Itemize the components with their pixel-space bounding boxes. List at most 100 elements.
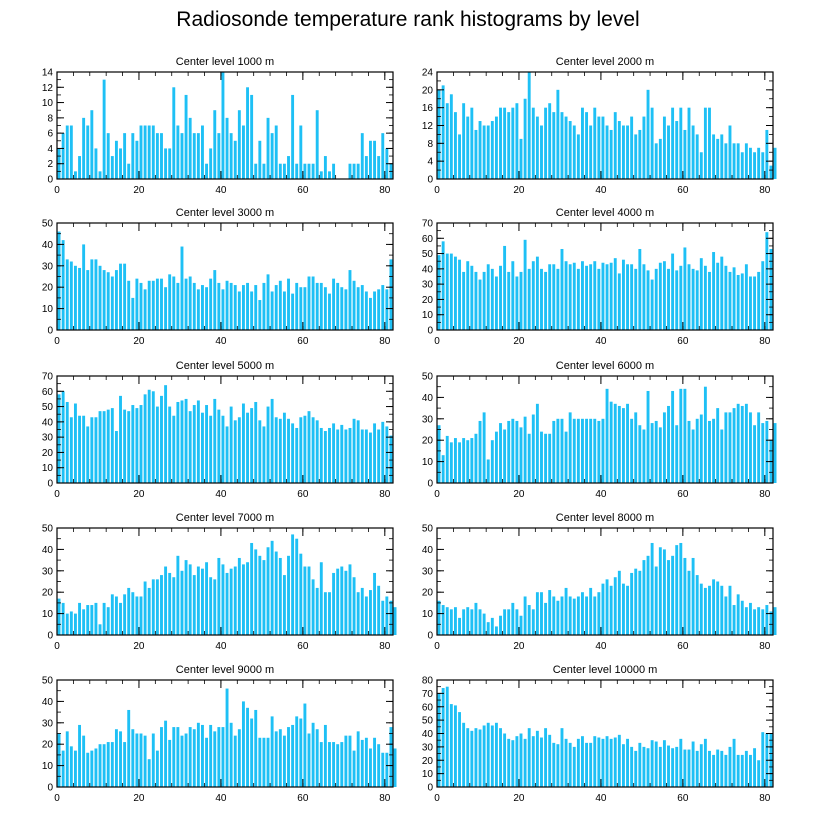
histogram-bar	[106, 742, 110, 787]
histogram-bar	[139, 596, 143, 635]
histogram-bar	[597, 116, 601, 179]
histogram-bar	[453, 607, 457, 635]
histogram-bar	[311, 579, 315, 635]
histogram-bar	[703, 386, 707, 483]
histogram-bar	[441, 688, 445, 787]
histogram-bar	[724, 412, 728, 483]
histogram-bar	[237, 557, 241, 635]
histogram-bar	[634, 412, 638, 483]
histogram-bar	[511, 107, 515, 179]
histogram-bar	[57, 733, 61, 787]
histogram-bar	[278, 557, 282, 635]
histogram-bar	[449, 704, 453, 787]
y-tick-label: 20	[42, 588, 54, 599]
histogram-bar	[535, 730, 539, 787]
histogram-bar	[151, 391, 155, 483]
histogram-bar	[458, 134, 461, 179]
histogram-bar	[323, 724, 327, 787]
histogram-bar	[90, 259, 94, 330]
histogram-bar	[703, 107, 707, 179]
histogram-bar	[523, 416, 527, 483]
y-tick-label: 10	[42, 761, 54, 772]
histogram-bar	[229, 282, 233, 330]
histogram-bar	[638, 742, 642, 787]
histogram-bar	[687, 264, 691, 330]
histogram-bar	[233, 735, 237, 787]
x-tick-label: 0	[434, 793, 440, 804]
histogram-bar	[679, 738, 683, 787]
histogram-bar	[626, 264, 629, 330]
histogram-bar	[323, 287, 327, 330]
histogram-bar	[225, 688, 229, 787]
histogram-bar	[732, 267, 736, 330]
histogram-bar	[650, 542, 654, 635]
histogram-bar	[274, 285, 278, 330]
histogram-bar	[585, 265, 589, 330]
histogram-bar	[626, 403, 629, 483]
x-tick-label: 60	[677, 489, 689, 500]
histogram-bar	[605, 579, 609, 635]
histogram-bar	[499, 728, 502, 787]
y-tick-label: 30	[42, 261, 54, 272]
histogram-bar	[205, 405, 209, 483]
y-tick-label: 60	[42, 387, 54, 398]
histogram-bar	[597, 592, 601, 635]
histogram-bar	[519, 271, 523, 330]
histogram-bar	[201, 285, 204, 330]
histogram-bar	[556, 418, 560, 483]
histogram-bar	[344, 570, 348, 635]
histogram-bar	[564, 431, 568, 483]
y-tick-label: 40	[42, 545, 54, 556]
histogram-bar	[646, 89, 650, 179]
histogram-bar	[703, 587, 707, 635]
x-tick-label: 60	[297, 336, 309, 347]
histogram-bar	[568, 596, 572, 635]
histogram-bar	[564, 738, 568, 787]
histogram-bar	[621, 259, 625, 330]
histogram-bar	[650, 423, 654, 483]
histogram-bar	[523, 738, 527, 787]
histogram-bar	[503, 245, 507, 330]
histogram-bar	[78, 156, 81, 179]
histogram-bar	[527, 728, 531, 787]
x-tick-label: 80	[759, 336, 771, 347]
histogram-bar	[94, 602, 98, 635]
histogram-bar	[266, 117, 270, 179]
histogram-bar	[184, 278, 188, 330]
y-tick-label: 10	[42, 609, 54, 620]
histogram-bar	[601, 418, 605, 483]
y-tick-label: 30	[422, 566, 434, 577]
histogram-bar	[728, 271, 732, 330]
histogram-bar	[135, 408, 139, 483]
histogram-bar	[389, 259, 393, 330]
panel-title: Center level 2000 m	[556, 56, 654, 68]
y-tick-label: 10	[42, 304, 54, 315]
histogram-bar	[646, 270, 650, 330]
histogram-bar	[160, 575, 163, 635]
histogram-bar	[494, 626, 498, 635]
histogram-bar	[291, 293, 295, 330]
histogram-bar	[237, 729, 241, 787]
y-tick-label: 50	[422, 716, 434, 727]
histogram-bar	[389, 435, 393, 483]
histogram-bar	[773, 423, 777, 483]
histogram-bar	[57, 394, 61, 483]
histogram-bar	[151, 579, 155, 635]
histogram-bar	[556, 268, 560, 330]
histogram-bar	[617, 405, 621, 483]
histogram-bar	[642, 746, 646, 788]
x-tick-label: 80	[759, 185, 771, 196]
histogram-bar	[110, 276, 114, 330]
y-tick-label: 20	[42, 740, 54, 751]
histogram-bar	[478, 729, 482, 787]
histogram-bar	[749, 754, 752, 787]
histogram-bar	[708, 750, 711, 787]
histogram-bar	[732, 408, 736, 483]
histogram-bar	[753, 748, 757, 787]
histogram-bar	[221, 564, 225, 635]
histogram-bar	[254, 709, 258, 787]
histogram-bar	[490, 121, 494, 179]
histogram-bar	[662, 261, 666, 330]
histogram-bar	[683, 388, 687, 483]
histogram-bar	[86, 605, 90, 635]
